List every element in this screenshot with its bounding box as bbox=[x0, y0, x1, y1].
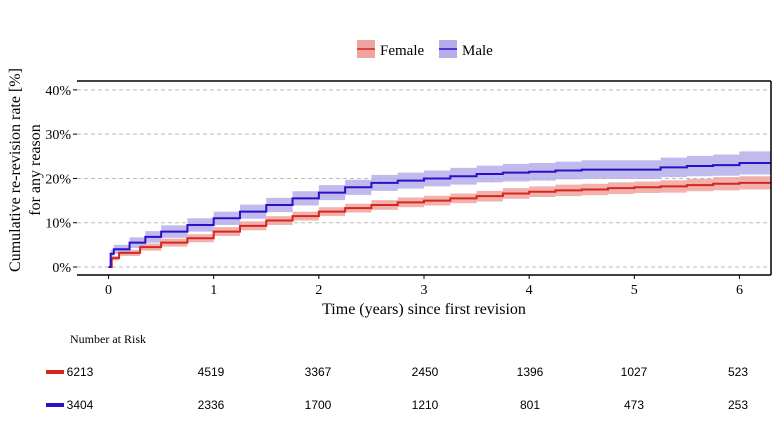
risk-value: 3367 bbox=[305, 365, 332, 379]
risk-value: 6213 bbox=[67, 365, 94, 379]
x-tick-label: 0 bbox=[105, 283, 112, 298]
risk-value: 473 bbox=[624, 398, 644, 412]
y-tick-label: 30% bbox=[45, 128, 71, 143]
risk-table: 6213 4519 3367 2450 1396 1027 523 3404 2336 1700 1… bbox=[46, 365, 748, 412]
x-axis-label: Time (years) since first revision bbox=[322, 301, 526, 318]
x-tick-label: 3 bbox=[421, 283, 428, 298]
risk-value: 1700 bbox=[305, 398, 332, 412]
risk-value: 523 bbox=[728, 365, 748, 379]
risk-value: 4519 bbox=[198, 365, 225, 379]
y-tick-label: 0% bbox=[52, 261, 71, 276]
legend-label-male: Male bbox=[462, 43, 493, 59]
risk-value: 2450 bbox=[412, 365, 439, 379]
risk-table-title: Number at Risk bbox=[70, 332, 146, 346]
risk-value: 1027 bbox=[621, 365, 648, 379]
axes: 0% 10% 20% 30% 40% 0 1 2 3 4 5 6 bbox=[45, 80, 772, 298]
x-tick-label: 5 bbox=[631, 283, 638, 298]
y-tick-label: 40% bbox=[45, 84, 71, 99]
risk-row-swatch bbox=[46, 370, 64, 374]
legend-label-female: Female bbox=[380, 43, 424, 59]
risk-value: 3404 bbox=[67, 398, 94, 412]
line-male bbox=[108, 161, 771, 269]
risk-value: 2336 bbox=[198, 398, 225, 412]
line-female bbox=[108, 181, 771, 269]
risk-value: 1396 bbox=[517, 365, 544, 379]
y-tick-label: 10% bbox=[45, 217, 71, 232]
risk-value: 801 bbox=[520, 398, 540, 412]
x-tick-label: 6 bbox=[736, 283, 743, 298]
confidence-bands bbox=[108, 151, 771, 268]
risk-row-swatch bbox=[46, 403, 64, 407]
y-axis-label: Cumulative re-revision rate [%] bbox=[7, 68, 24, 272]
ci-band-male bbox=[108, 151, 771, 268]
x-tick-label: 1 bbox=[210, 283, 217, 298]
series-lines bbox=[108, 161, 771, 269]
x-tick-label: 2 bbox=[315, 283, 322, 298]
x-tick-label: 4 bbox=[526, 283, 533, 298]
y-axis-label-line2: for any reason bbox=[27, 124, 44, 216]
risk-value: 1210 bbox=[412, 398, 439, 412]
legend: Female Male bbox=[357, 40, 493, 59]
y-tick-label: 20% bbox=[45, 172, 71, 187]
risk-value: 253 bbox=[728, 398, 748, 412]
